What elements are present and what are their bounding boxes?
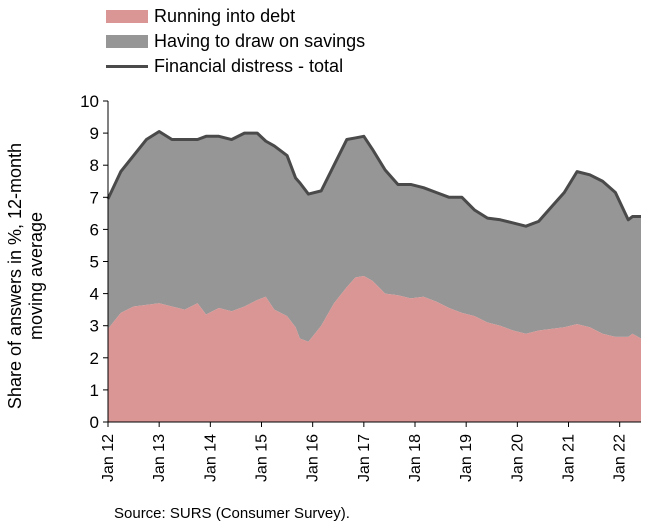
x-tick-label: Jan 19 <box>458 434 475 482</box>
legend-swatch-total-line <box>106 65 148 68</box>
legend-label-debt: Running into debt <box>154 6 296 26</box>
legend-swatch-debt <box>106 10 148 23</box>
legend-item-debt: Running into debt <box>106 4 365 29</box>
y-tick-label: 7 <box>90 188 99 207</box>
x-tick-label: Jan 15 <box>254 434 271 482</box>
y-tick-label: 9 <box>90 124 99 143</box>
y-tick-label: 1 <box>90 381 99 400</box>
plot-areas <box>106 129 641 422</box>
x-tick-label: Jan 12 <box>100 434 117 482</box>
y-tick-label: 2 <box>90 349 99 368</box>
x-tick-labels: Jan 12 Jan 13 Jan 14 Jan 15 Jan 16 Jan 17 Jan … <box>100 434 629 482</box>
source-note: Source: SURS (Consumer Survey). <box>114 505 350 522</box>
y-tick-label: 8 <box>90 156 99 175</box>
legend-label-total: Financial distress - total <box>154 56 344 76</box>
y-tick-label: 5 <box>90 253 99 272</box>
x-tick-label: Jan 18 <box>407 434 424 482</box>
legend-swatch-savings <box>106 35 148 48</box>
y-tick-label: 6 <box>90 220 99 239</box>
legend-item-total: Financial distress - total <box>106 54 365 79</box>
x-tick-label: Jan 14 <box>202 434 219 482</box>
y-tick-label: 10 <box>80 92 99 111</box>
y-tick-label: 4 <box>90 285 99 304</box>
x-tick-label: Jan 20 <box>509 434 526 482</box>
area-debt <box>108 275 641 422</box>
x-tick-label: Jan 21 <box>561 434 578 482</box>
legend-item-savings: Having to draw on savings <box>106 29 365 54</box>
line-total <box>106 129 641 228</box>
x-tick-label: Jan 22 <box>612 434 629 482</box>
x-tick-label: Jan 16 <box>305 434 322 482</box>
y-tick-label: 3 <box>90 317 99 336</box>
y-tick-labels: 0 1 2 3 4 5 6 7 8 9 10 <box>80 92 99 432</box>
y-tick-label: 0 <box>90 413 99 432</box>
area-savings <box>108 131 641 342</box>
legend-label-savings: Having to draw on savings <box>154 31 366 51</box>
legend: Running into debt Having to draw on savi… <box>106 4 365 79</box>
x-tick-label: Jan 17 <box>356 434 373 482</box>
x-tick-label: Jan 13 <box>151 434 168 482</box>
y-axis-label: Share of answers in %, 12-month moving a… <box>5 142 46 410</box>
axes <box>103 100 641 427</box>
